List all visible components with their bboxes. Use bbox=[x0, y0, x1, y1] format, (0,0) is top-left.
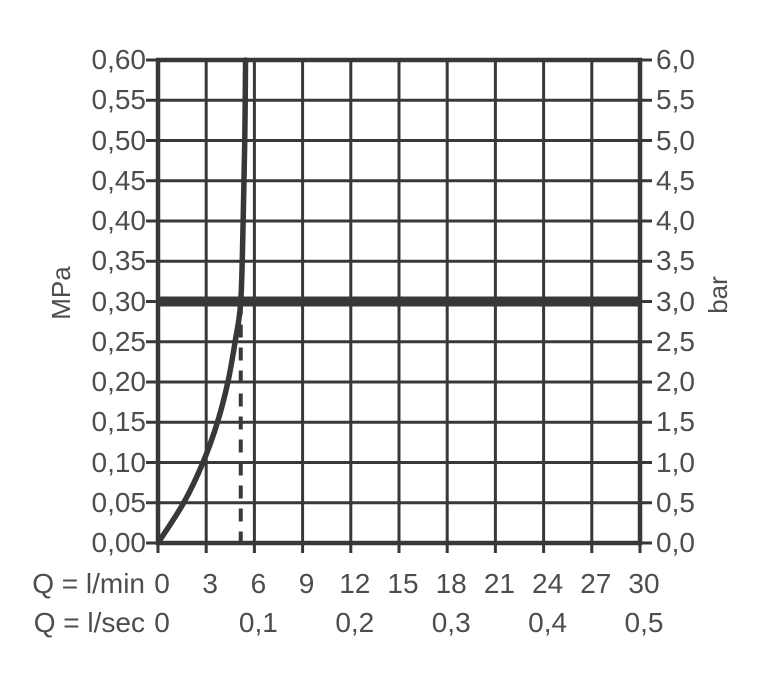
x-primary-tick-label: 18 bbox=[435, 568, 467, 599]
y-left-tick-label: 0,55 bbox=[91, 84, 147, 116]
y-right-tick-label: 2,5 bbox=[656, 325, 695, 357]
x-secondary-tick-label: 0,4 bbox=[528, 607, 568, 638]
x-primary-tick-label: 12 bbox=[339, 568, 371, 599]
y-right-tick-label: 1,5 bbox=[656, 406, 695, 438]
y-right-tick-label: 5,5 bbox=[656, 84, 695, 116]
y-left-tick-label: 0,50 bbox=[91, 124, 147, 156]
flow-curve bbox=[155, 57, 249, 546]
x-secondary-tick-label: 0,2 bbox=[335, 607, 375, 638]
y-right-tick-label: 4,0 bbox=[656, 205, 695, 236]
x-primary-tick-label: 9 bbox=[298, 568, 315, 599]
y-right-tick-label: 1,0 bbox=[656, 446, 695, 478]
x-primary-tick-label: 24 bbox=[532, 568, 564, 599]
y-left-tick-label: 0,40 bbox=[91, 205, 147, 236]
y-right-tick-label: 5,0 bbox=[656, 124, 695, 156]
x-primary-tick-label: 27 bbox=[580, 568, 612, 599]
x-secondary-tick-label: 0 bbox=[154, 607, 170, 638]
x-primary-tick-label: 21 bbox=[483, 568, 515, 599]
y-right-tick-label: 0,0 bbox=[656, 527, 695, 558]
y-left-tick-label: 0,20 bbox=[91, 366, 147, 397]
y-left-tick-label: 0,00 bbox=[91, 527, 147, 558]
x-secondary-tick-label: 0,3 bbox=[431, 607, 471, 638]
x-axis-secondary-label: Q = l/sec bbox=[33, 607, 145, 638]
y-left-tick-label: 0,35 bbox=[91, 245, 147, 277]
y-left-tick-label: 0,45 bbox=[91, 164, 147, 196]
x-primary-tick-label: 15 bbox=[387, 568, 419, 599]
x-primary-tick-label: 6 bbox=[250, 568, 267, 599]
y-right-tick-label: 0,5 bbox=[656, 486, 695, 518]
y-right-tick-label: 3,0 bbox=[656, 285, 695, 317]
x-axis-primary-label: Q = l/min bbox=[32, 568, 145, 599]
y-left-tick-label: 0,60 bbox=[91, 44, 147, 75]
x-primary-tick-label: 30 bbox=[628, 568, 660, 599]
y-axis-left-unit-label: MPa bbox=[46, 266, 76, 320]
y-left-tick-label: 0,30 bbox=[91, 285, 147, 317]
x-secondary-tick-label: 0,1 bbox=[238, 607, 278, 638]
y-right-tick-label: 3,5 bbox=[656, 245, 695, 277]
y-right-tick-label: 4,5 bbox=[656, 164, 695, 196]
y-right-tick-label: 2,0 bbox=[656, 366, 695, 397]
x-primary-tick-label: 0 bbox=[154, 568, 170, 599]
y-left-tick-label: 0,10 bbox=[91, 446, 147, 478]
x-secondary-tick-label: 0,5 bbox=[624, 607, 664, 638]
y-left-tick-label: 0,15 bbox=[91, 406, 147, 438]
x-primary-tick-label: 3 bbox=[202, 568, 218, 599]
y-left-tick-label: 0,05 bbox=[91, 486, 147, 518]
y-axis-right-unit-label: bar bbox=[703, 276, 733, 314]
y-left-tick-label: 0,25 bbox=[91, 325, 147, 357]
y-right-tick-label: 6,0 bbox=[656, 44, 695, 75]
